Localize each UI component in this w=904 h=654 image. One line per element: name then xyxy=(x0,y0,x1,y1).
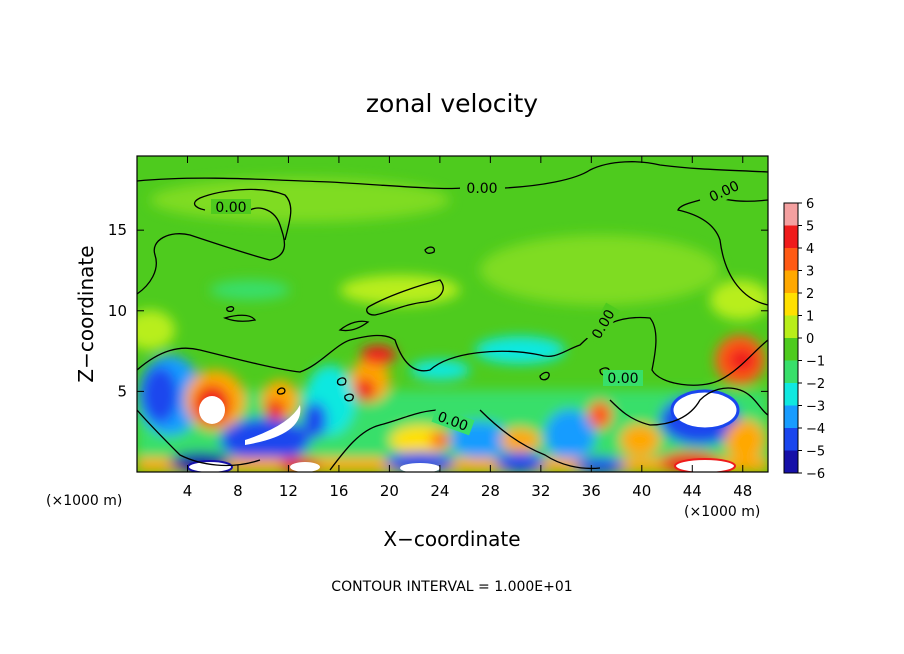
colorbar-swatch xyxy=(784,383,798,406)
x-tick-label: 16 xyxy=(329,482,348,500)
colorbar-label: 5 xyxy=(806,220,814,235)
x-tick-label: 20 xyxy=(380,482,399,500)
colorbar-label: 2 xyxy=(806,287,814,302)
y-axis: 5 10 15 xyxy=(108,221,768,400)
x-tick-label: 44 xyxy=(683,482,702,500)
contour-interval-note: CONTOUR INTERVAL = 1.000E+01 xyxy=(331,579,572,595)
contour-label: 0.00 xyxy=(215,200,246,216)
x-tick-label: 36 xyxy=(582,482,601,500)
colorbar: 6 5 4 3 2 1 0 −1 −2 −3 −4 −5 −6 xyxy=(783,197,825,482)
x-tick-label: 32 xyxy=(531,482,550,500)
x-unit-left: (×1000 m) xyxy=(46,493,122,509)
colorbar-label: −3 xyxy=(806,400,825,415)
x-tick-label: 28 xyxy=(481,482,500,500)
colorbar-label: 1 xyxy=(806,310,814,325)
colorbar-swatch xyxy=(784,203,798,226)
contour-label: 0.00 xyxy=(607,371,638,387)
colorbar-swatch xyxy=(784,405,798,429)
x-tick-label: 12 xyxy=(279,482,298,500)
colorbar-label: −6 xyxy=(806,467,825,482)
colorbar-swatch xyxy=(784,248,798,271)
contour-lines xyxy=(137,161,768,471)
contour-label: 0.00 xyxy=(466,181,497,197)
x-tick-label: 24 xyxy=(430,482,449,500)
contour-labels: 0.00 0.00 0.00 0.00 0.00 0.00 xyxy=(211,175,746,436)
colorbar-swatch xyxy=(784,450,798,474)
colorbar-label: −2 xyxy=(806,377,825,392)
y-tick-label: 10 xyxy=(108,302,127,320)
colorbar-swatch xyxy=(784,338,798,361)
colorbar-label: −1 xyxy=(806,355,825,370)
heatmap-field xyxy=(137,156,768,472)
colorbar-swatch xyxy=(784,315,798,339)
colorbar-swatch xyxy=(784,225,798,249)
colorbar-swatch xyxy=(784,428,798,451)
x-axis: 4 8 12 16 20 24 28 32 36 40 44 48 xyxy=(183,156,752,500)
colorbar-swatch xyxy=(784,360,798,384)
colorbar-label: 3 xyxy=(806,265,814,280)
x-tick-label: 40 xyxy=(632,482,651,500)
colorbar-label: −5 xyxy=(806,445,825,460)
plot-frame xyxy=(136,155,769,473)
y-tick-label: 15 xyxy=(108,221,127,239)
colorbar-label: 0 xyxy=(806,332,814,347)
colorbar-label: −4 xyxy=(806,422,825,437)
colorbar-swatch xyxy=(784,293,798,316)
colorbar-label: 4 xyxy=(806,242,814,257)
y-tick-label: 5 xyxy=(117,382,127,400)
x-axis-label: X−coordinate xyxy=(383,527,520,551)
chart-title: zonal velocity xyxy=(366,89,538,118)
y-axis-label: Z−coordinate xyxy=(74,245,98,382)
colorbar-label: 6 xyxy=(806,197,814,212)
colorbar-swatch xyxy=(784,270,798,294)
x-tick-label: 4 xyxy=(183,482,193,500)
x-tick-label: 48 xyxy=(733,482,752,500)
x-unit-right: (×1000 m) xyxy=(684,504,760,520)
x-tick-label: 8 xyxy=(233,482,243,500)
